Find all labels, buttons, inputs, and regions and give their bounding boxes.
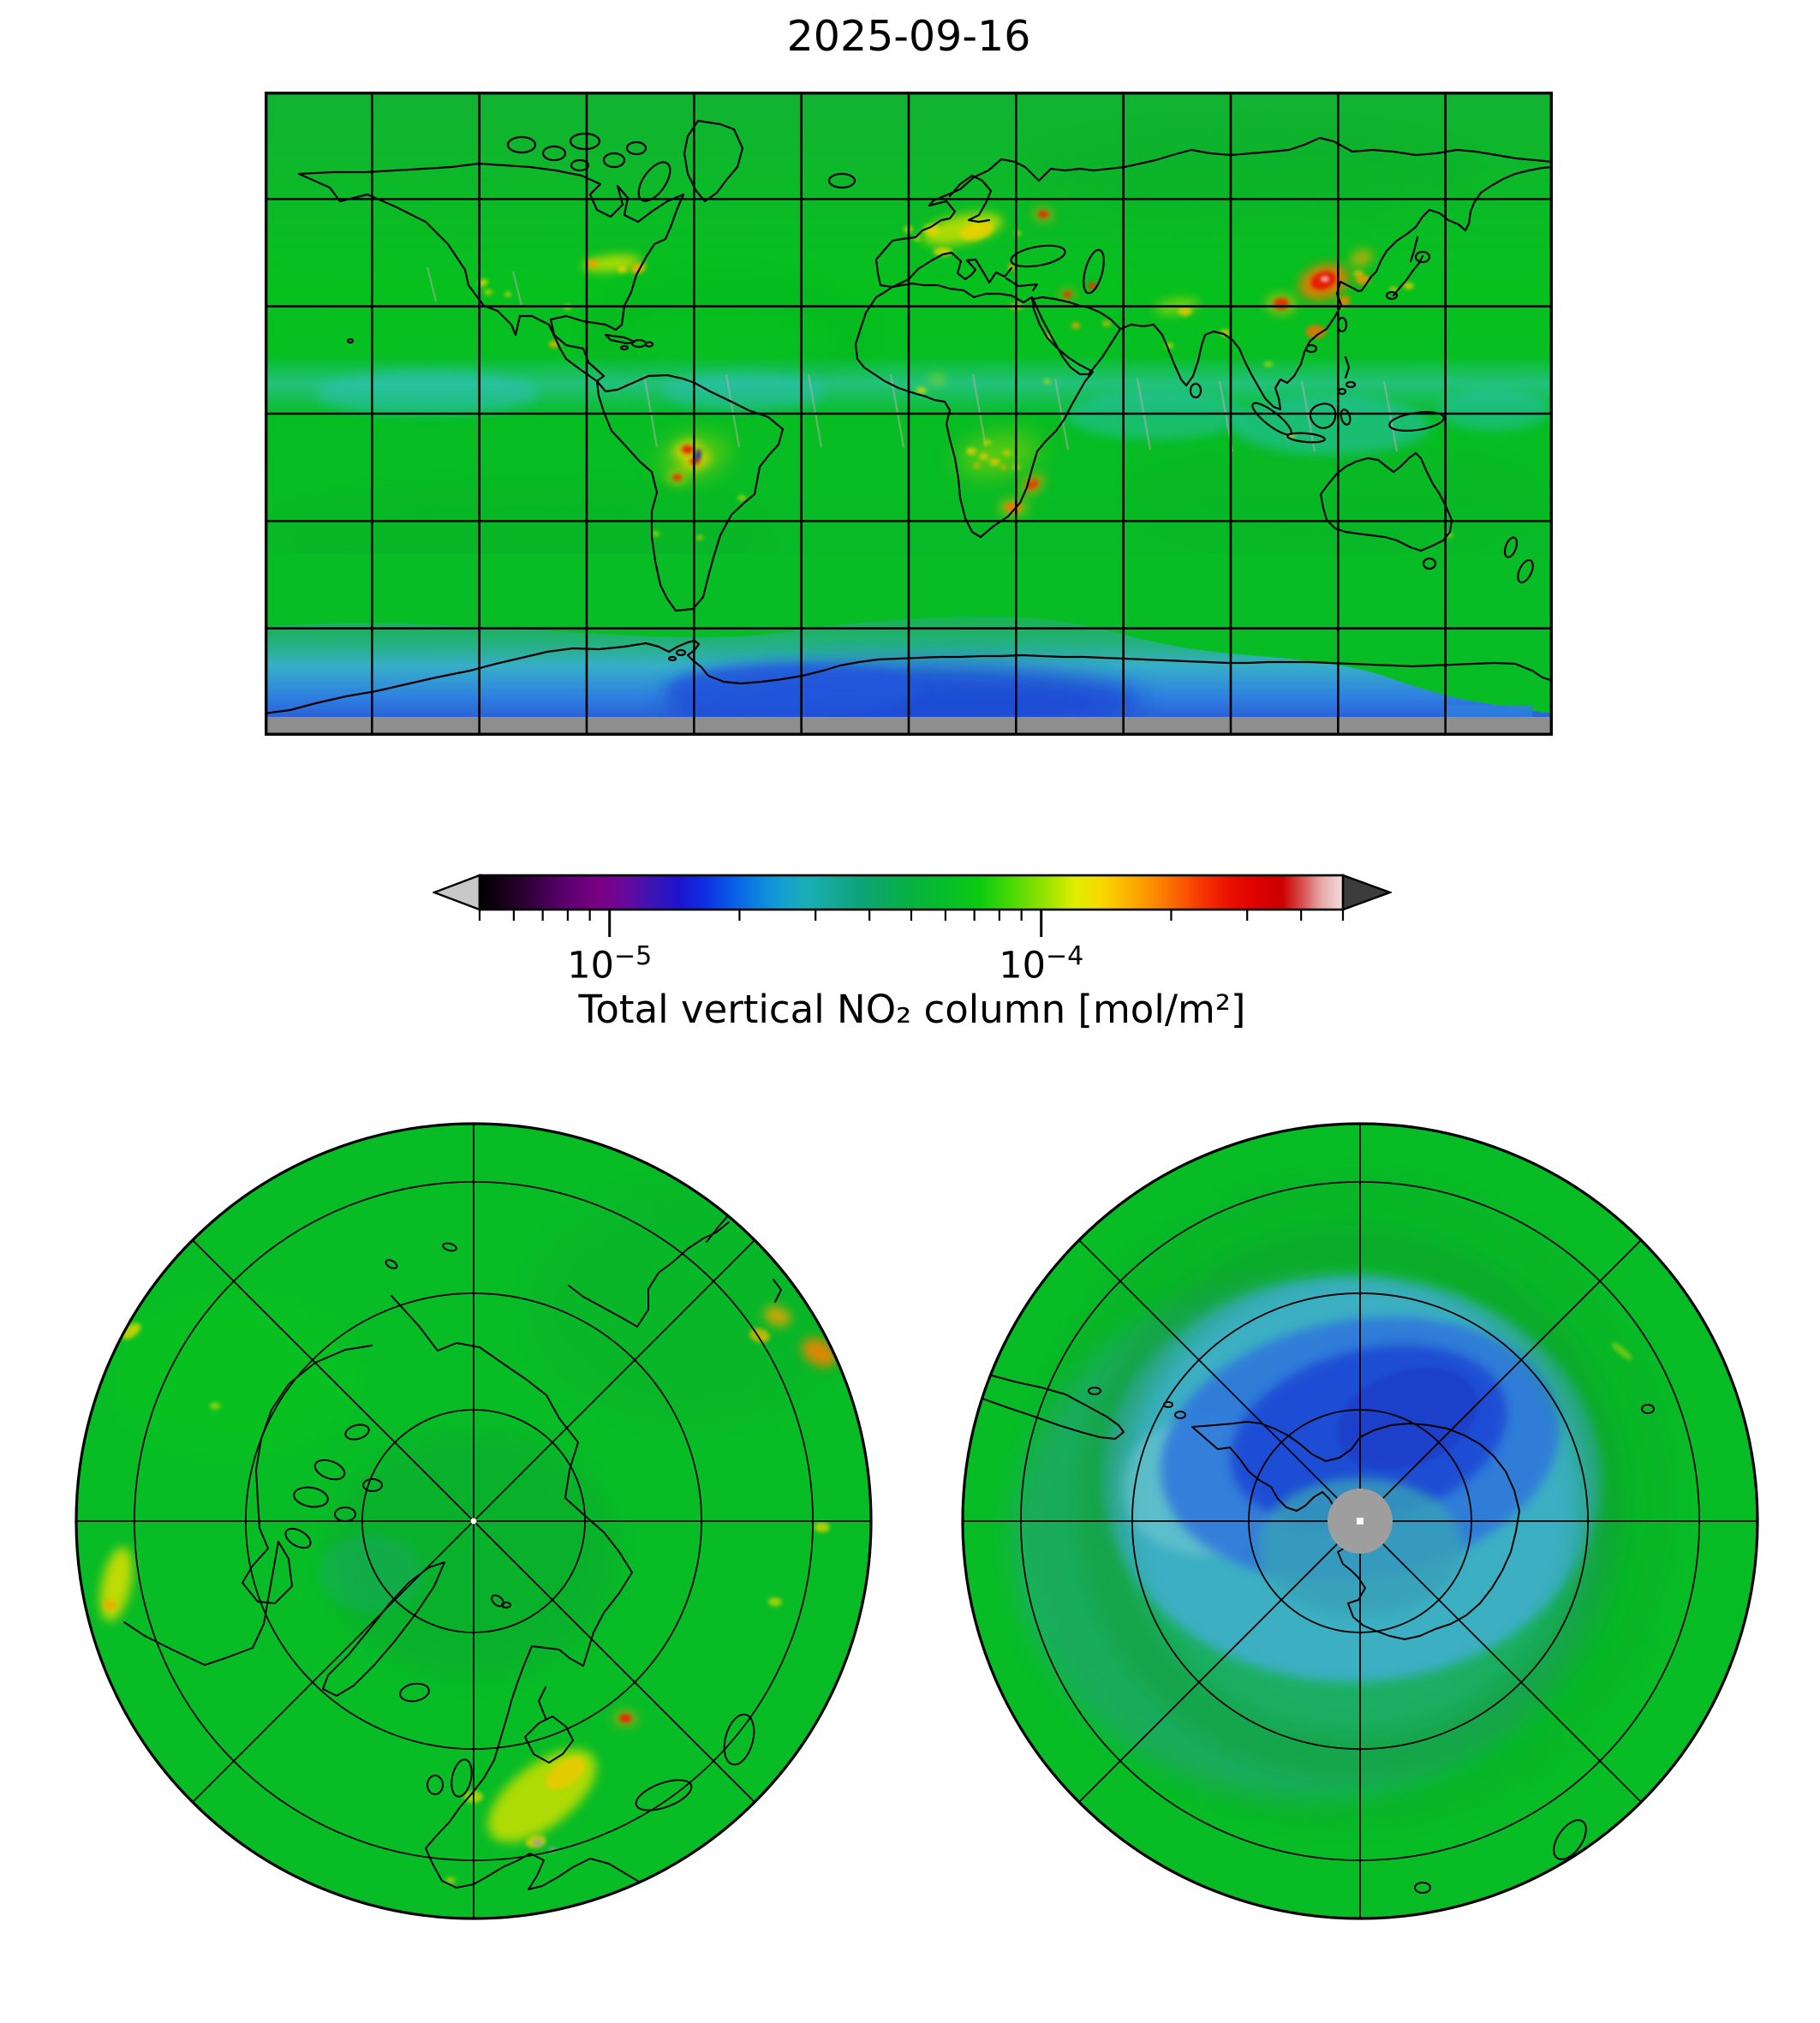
colorbar-tick-label-1e-5: 10−5 xyxy=(567,941,653,988)
north-pole-dot xyxy=(470,1518,477,1525)
world-map-border xyxy=(265,92,1553,736)
world-coastlines xyxy=(265,119,1553,715)
south-polar-svg xyxy=(961,1122,1759,1920)
south-pole-dot xyxy=(1357,1518,1364,1525)
colorbar-tick-label-1e-4: 10−4 xyxy=(999,941,1084,988)
south-polar-map xyxy=(961,1122,1759,1920)
south-polar-boundary xyxy=(961,1122,1759,1920)
world-map xyxy=(265,92,1553,736)
colorbar-over-arrow xyxy=(1341,874,1392,911)
colorbar-label: Total vertical NO₂ column [mol/m²] xyxy=(578,987,1246,1032)
north-polar-coastlines xyxy=(123,1212,782,1890)
colorbar-svg xyxy=(433,874,1392,937)
colorbar: 10−5 10−4 Total vertical NO₂ column [mol… xyxy=(433,873,1392,1053)
north-polar-hotspots xyxy=(99,1306,838,1884)
south-polar-low-region xyxy=(1013,1182,1674,1826)
figure-title: 2025-09-16 xyxy=(786,12,1031,61)
colorbar-ticks xyxy=(478,910,1345,937)
north-polar-svg xyxy=(75,1122,873,1920)
south-polar-hotspots xyxy=(1611,1342,1632,1360)
colorbar-under-arrow xyxy=(433,874,481,911)
world-grid xyxy=(265,92,1553,736)
colorbar-gradient-bar xyxy=(478,874,1345,911)
world-map-svg xyxy=(265,92,1553,736)
south-polar-coastlines xyxy=(965,1368,1655,1894)
north-polar-map xyxy=(75,1122,873,1920)
dark-green-ring xyxy=(1072,1225,1631,1783)
north-polar-boundary xyxy=(75,1122,873,1920)
